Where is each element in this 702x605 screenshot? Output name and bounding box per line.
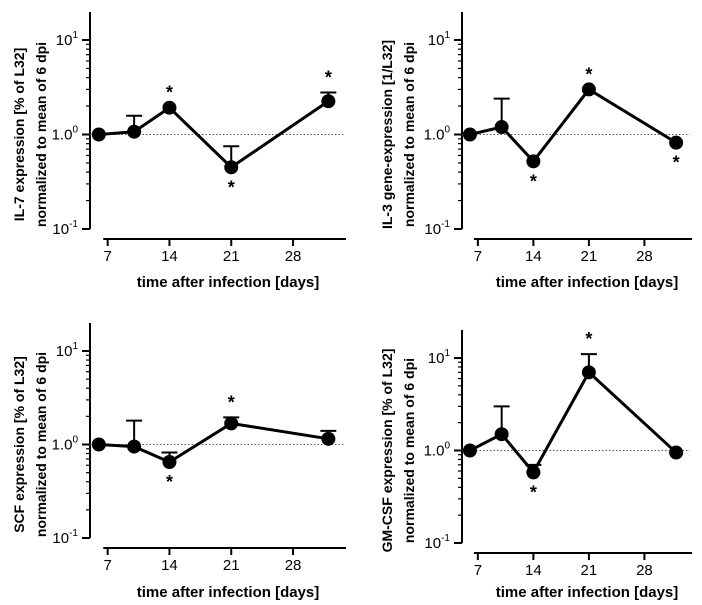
- y-tick-label: 1.00: [424, 441, 451, 460]
- significance-star: *: [228, 177, 235, 197]
- data-point: [669, 445, 684, 460]
- significance-star: *: [166, 472, 173, 492]
- x-tick-label: 7: [474, 562, 482, 579]
- data-point: [321, 431, 336, 446]
- y-axis-title-line: normalized to mean of 6 dpi: [401, 42, 417, 227]
- significance-star: *: [166, 83, 173, 103]
- chart-panel-2: 101 1.00 10-1 7 14 21 28 time after infection […: [379, 12, 692, 291]
- y-axis-title-line: normalized to mean of 6 dpi: [33, 42, 49, 227]
- significance-star: *: [530, 482, 537, 502]
- significance-star: *: [530, 171, 537, 191]
- y-tick-label: 101: [428, 348, 451, 367]
- data-point: [162, 100, 177, 115]
- data-point: [462, 443, 477, 458]
- x-tick-label: 7: [103, 557, 111, 574]
- y-axis-title-line: IL-7 expression [% of L32]: [11, 48, 27, 221]
- data-point: [91, 437, 106, 452]
- x-tick-label: 21: [581, 248, 598, 265]
- chart-panel-3: 101 1.00 10-1 7 14 21 28 time after infection […: [11, 323, 346, 601]
- data-point: [224, 416, 239, 431]
- significance-star: *: [673, 153, 680, 173]
- x-tick-label: 14: [161, 557, 178, 574]
- data-point: [127, 124, 142, 139]
- significance-star: *: [585, 329, 592, 349]
- y-tick-label: 10-1: [424, 533, 450, 552]
- chart-panel-1: 101 1.00 10-1 7 14 21 28 time after infection […: [11, 12, 346, 291]
- x-tick-label: 21: [223, 248, 240, 265]
- data-point: [581, 82, 596, 97]
- x-axis-title: time after infection [days]: [496, 584, 679, 601]
- data-point: [526, 465, 541, 480]
- data-point: [224, 160, 239, 175]
- y-tick-label: 1.00: [52, 435, 79, 454]
- data-point: [127, 439, 142, 454]
- x-tick-label: 14: [525, 248, 542, 265]
- y-tick-label: 101: [56, 341, 79, 360]
- x-tick-label: 28: [636, 562, 653, 579]
- data-point: [321, 94, 336, 109]
- x-tick-label: 7: [474, 248, 482, 265]
- y-axis-title-line: GM-CSF expression [% of L32]: [379, 349, 395, 553]
- data-point: [162, 454, 177, 469]
- y-tick-label: 1.00: [52, 125, 79, 144]
- significance-star: *: [325, 68, 332, 88]
- data-point: [91, 127, 106, 142]
- significance-star: *: [228, 392, 235, 412]
- data-point: [526, 154, 541, 169]
- y-tick-label: 10-1: [52, 528, 78, 547]
- x-axis-title: time after infection [days]: [137, 584, 320, 601]
- x-tick-label: 7: [103, 248, 111, 265]
- y-tick-label: 101: [56, 30, 79, 49]
- x-tick-label: 28: [285, 248, 302, 265]
- y-tick-label: 1.00: [424, 125, 451, 144]
- x-tick-label: 21: [223, 557, 240, 574]
- x-tick-label: 14: [525, 562, 542, 579]
- data-point: [669, 135, 684, 150]
- x-tick-label: 21: [581, 562, 598, 579]
- x-axis-title: time after infection [days]: [496, 274, 679, 291]
- y-axis-title-line: IL-3 gene-expression [1/L32]: [379, 40, 395, 229]
- y-axis-title-line: normalized to mean of 6 dpi: [401, 358, 417, 543]
- data-point: [462, 127, 477, 142]
- x-axis-title: time after infection [days]: [137, 274, 320, 291]
- data-point: [494, 427, 509, 442]
- x-tick-label: 28: [285, 557, 302, 574]
- y-axis-title-line: normalized to mean of 6 dpi: [33, 352, 49, 537]
- chart-panel-4: 101 1.00 10-1 7 14 21 28 time after infection […: [379, 329, 692, 601]
- significance-star: *: [585, 64, 592, 84]
- data-point: [581, 365, 596, 380]
- x-tick-label: 28: [636, 248, 653, 265]
- y-tick-label: 10-1: [52, 219, 78, 238]
- y-tick-label: 10-1: [424, 219, 450, 238]
- y-axis-title-line: SCF expression [% of L32]: [11, 356, 27, 533]
- x-tick-label: 14: [161, 248, 178, 265]
- y-tick-label: 101: [428, 30, 451, 49]
- data-point: [494, 120, 509, 135]
